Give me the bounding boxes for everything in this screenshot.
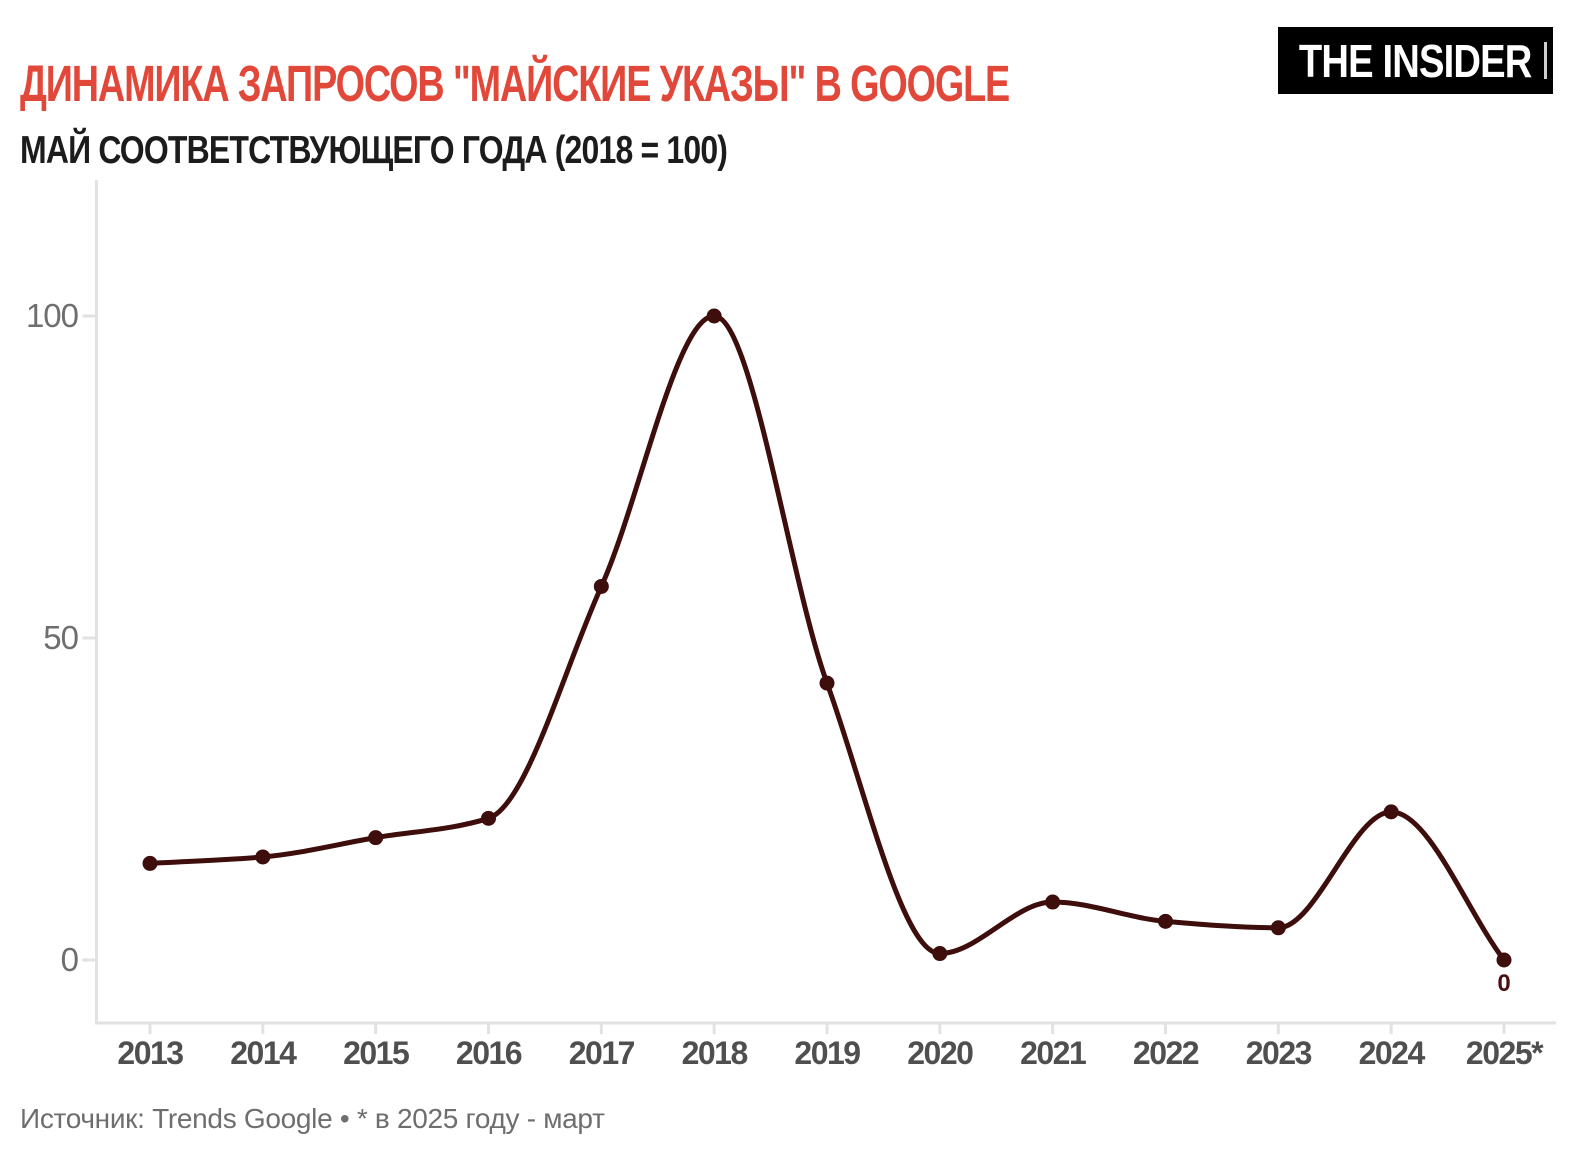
source-note: Источник: Trends Google • * в 2025 году …: [20, 1103, 605, 1134]
the-insider-logo: THE INSIDER: [1278, 27, 1553, 94]
x-tick-label: 2021: [1020, 1035, 1086, 1071]
x-tick-label: 2022: [1133, 1035, 1199, 1071]
chart-title: ДИНАМИКА ЗАПРОСОВ "МАЙСКИЕ УКАЗЫ" В GOOG…: [20, 55, 1010, 113]
x-tick-label: 2025*: [1466, 1035, 1544, 1071]
data-point-2025*: [1496, 952, 1512, 968]
data-point-2023: [1270, 920, 1286, 936]
x-tick-label: 2017: [569, 1035, 635, 1071]
data-point-2022: [1158, 913, 1173, 929]
data-point-2016: [481, 810, 496, 826]
x-tick-label: 2013: [117, 1035, 183, 1071]
y-tick-label: 0: [61, 941, 79, 978]
data-point-2020: [932, 946, 948, 962]
x-tick-label: 2023: [1246, 1035, 1312, 1071]
annotations: 0: [1497, 970, 1510, 997]
x-tick-label: 2018: [682, 1035, 748, 1071]
data-point-2015: [368, 830, 384, 846]
y-tick-label: 100: [26, 297, 79, 334]
data-point-2013: [142, 855, 158, 871]
series-line: [147, 313, 1507, 963]
data-point-2021: [1045, 894, 1061, 910]
chart-subtitle: МАЙ СООТВЕТСТВУЮЩЕГО ГОДА (2018 = 100): [20, 129, 728, 173]
data-point-2024: [1383, 804, 1399, 820]
x-tick-label: 2016: [456, 1035, 522, 1071]
line-series: [142, 308, 1512, 968]
x-tick-label: 2015: [343, 1035, 409, 1071]
logo-cursor-bar: [1544, 42, 1547, 79]
y-tick-label: 50: [43, 619, 78, 656]
x-tick-label: 2014: [230, 1035, 297, 1071]
data-point-2018: [706, 308, 722, 324]
data-point-2019: [819, 675, 835, 691]
x-tick-label: 2020: [907, 1035, 973, 1071]
axes: 0 50 100 2013 2014 2015 2016 2017 2018 2019 2020 20…: [26, 180, 1556, 1071]
point-value-label: 0: [1497, 970, 1510, 997]
x-tick-label: 2024: [1359, 1035, 1426, 1071]
x-tick-label: 2019: [794, 1035, 860, 1071]
data-point-2014: [255, 849, 271, 865]
logo-text: THE INSIDER: [1299, 34, 1533, 87]
data-point-2017: [593, 578, 609, 594]
